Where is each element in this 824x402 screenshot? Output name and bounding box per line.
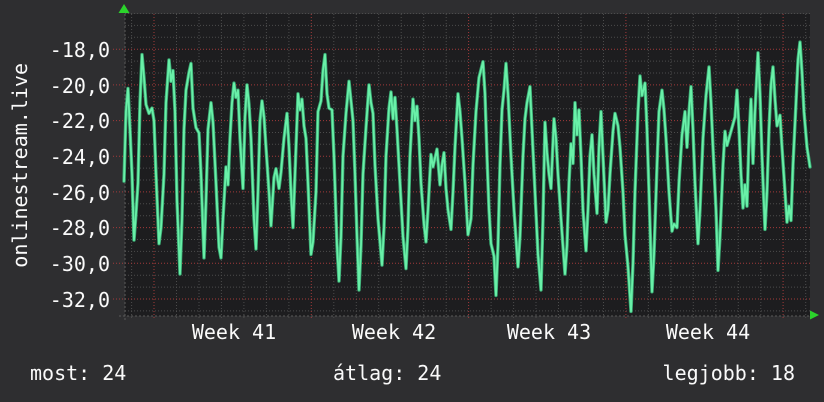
- stat-legjobb: legjobb: 18: [662, 361, 795, 385]
- y-axis-tick-label: -24,0: [49, 145, 110, 169]
- y-axis-tick-label: -20,0: [49, 74, 110, 98]
- y-axis-tick-label: -32,0: [49, 288, 110, 312]
- y-axis-tick-label: -26,0: [49, 181, 110, 205]
- y-axis-tick-label: -28,0: [49, 216, 110, 240]
- y-axis-up-arrow-icon: [118, 4, 130, 13]
- x-axis-week-label: Week 42: [351, 320, 437, 344]
- y-axis-tick-label: -22,0: [49, 109, 110, 133]
- x-axis-week-label: Week 41: [191, 320, 277, 344]
- y-axis-tick-label: -30,0: [49, 252, 110, 276]
- x-axis-week-label: Week 43: [506, 320, 592, 344]
- x-axis-week-label: Week 44: [665, 320, 751, 344]
- stat-atlag: átlag: 24: [333, 361, 442, 385]
- stat-most: most: 24: [30, 361, 127, 385]
- y-axis-tick-label: -18,0: [49, 38, 110, 62]
- x-axis-right-arrow-icon: [810, 310, 819, 320]
- signal-line: [123, 41, 811, 313]
